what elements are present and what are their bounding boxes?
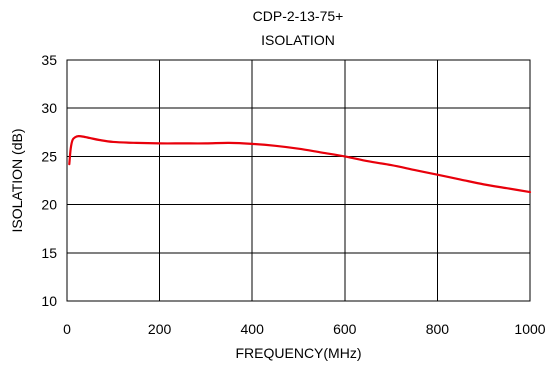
series-layer (69, 136, 530, 192)
x-tick-label: 800 (426, 321, 450, 337)
y-tick-label: 35 (41, 52, 57, 68)
chart-subtitle: ISOLATION (261, 32, 335, 48)
x-axis-label: FREQUENCY(MHz) (236, 345, 362, 361)
x-tick-label: 400 (241, 321, 265, 337)
x-tick-label: 600 (333, 321, 357, 337)
y-tick-label: 10 (41, 293, 57, 309)
isolation-series-line (69, 136, 530, 192)
x-tick-label: 1000 (514, 321, 545, 337)
y-tick-label: 30 (41, 100, 57, 116)
y-axis-label: ISOLATION (dB) (9, 129, 25, 233)
chart-title: CDP-2-13-75+ (253, 8, 344, 24)
tick-labels: 0 200 400 600 800 1000 10 15 20 25 30 35 (41, 52, 545, 337)
y-tick-label: 20 (41, 197, 57, 213)
y-tick-label: 25 (41, 148, 57, 164)
x-tick-label: 200 (148, 321, 172, 337)
x-tick-label: 0 (63, 321, 71, 337)
y-tick-label: 15 (41, 245, 57, 261)
